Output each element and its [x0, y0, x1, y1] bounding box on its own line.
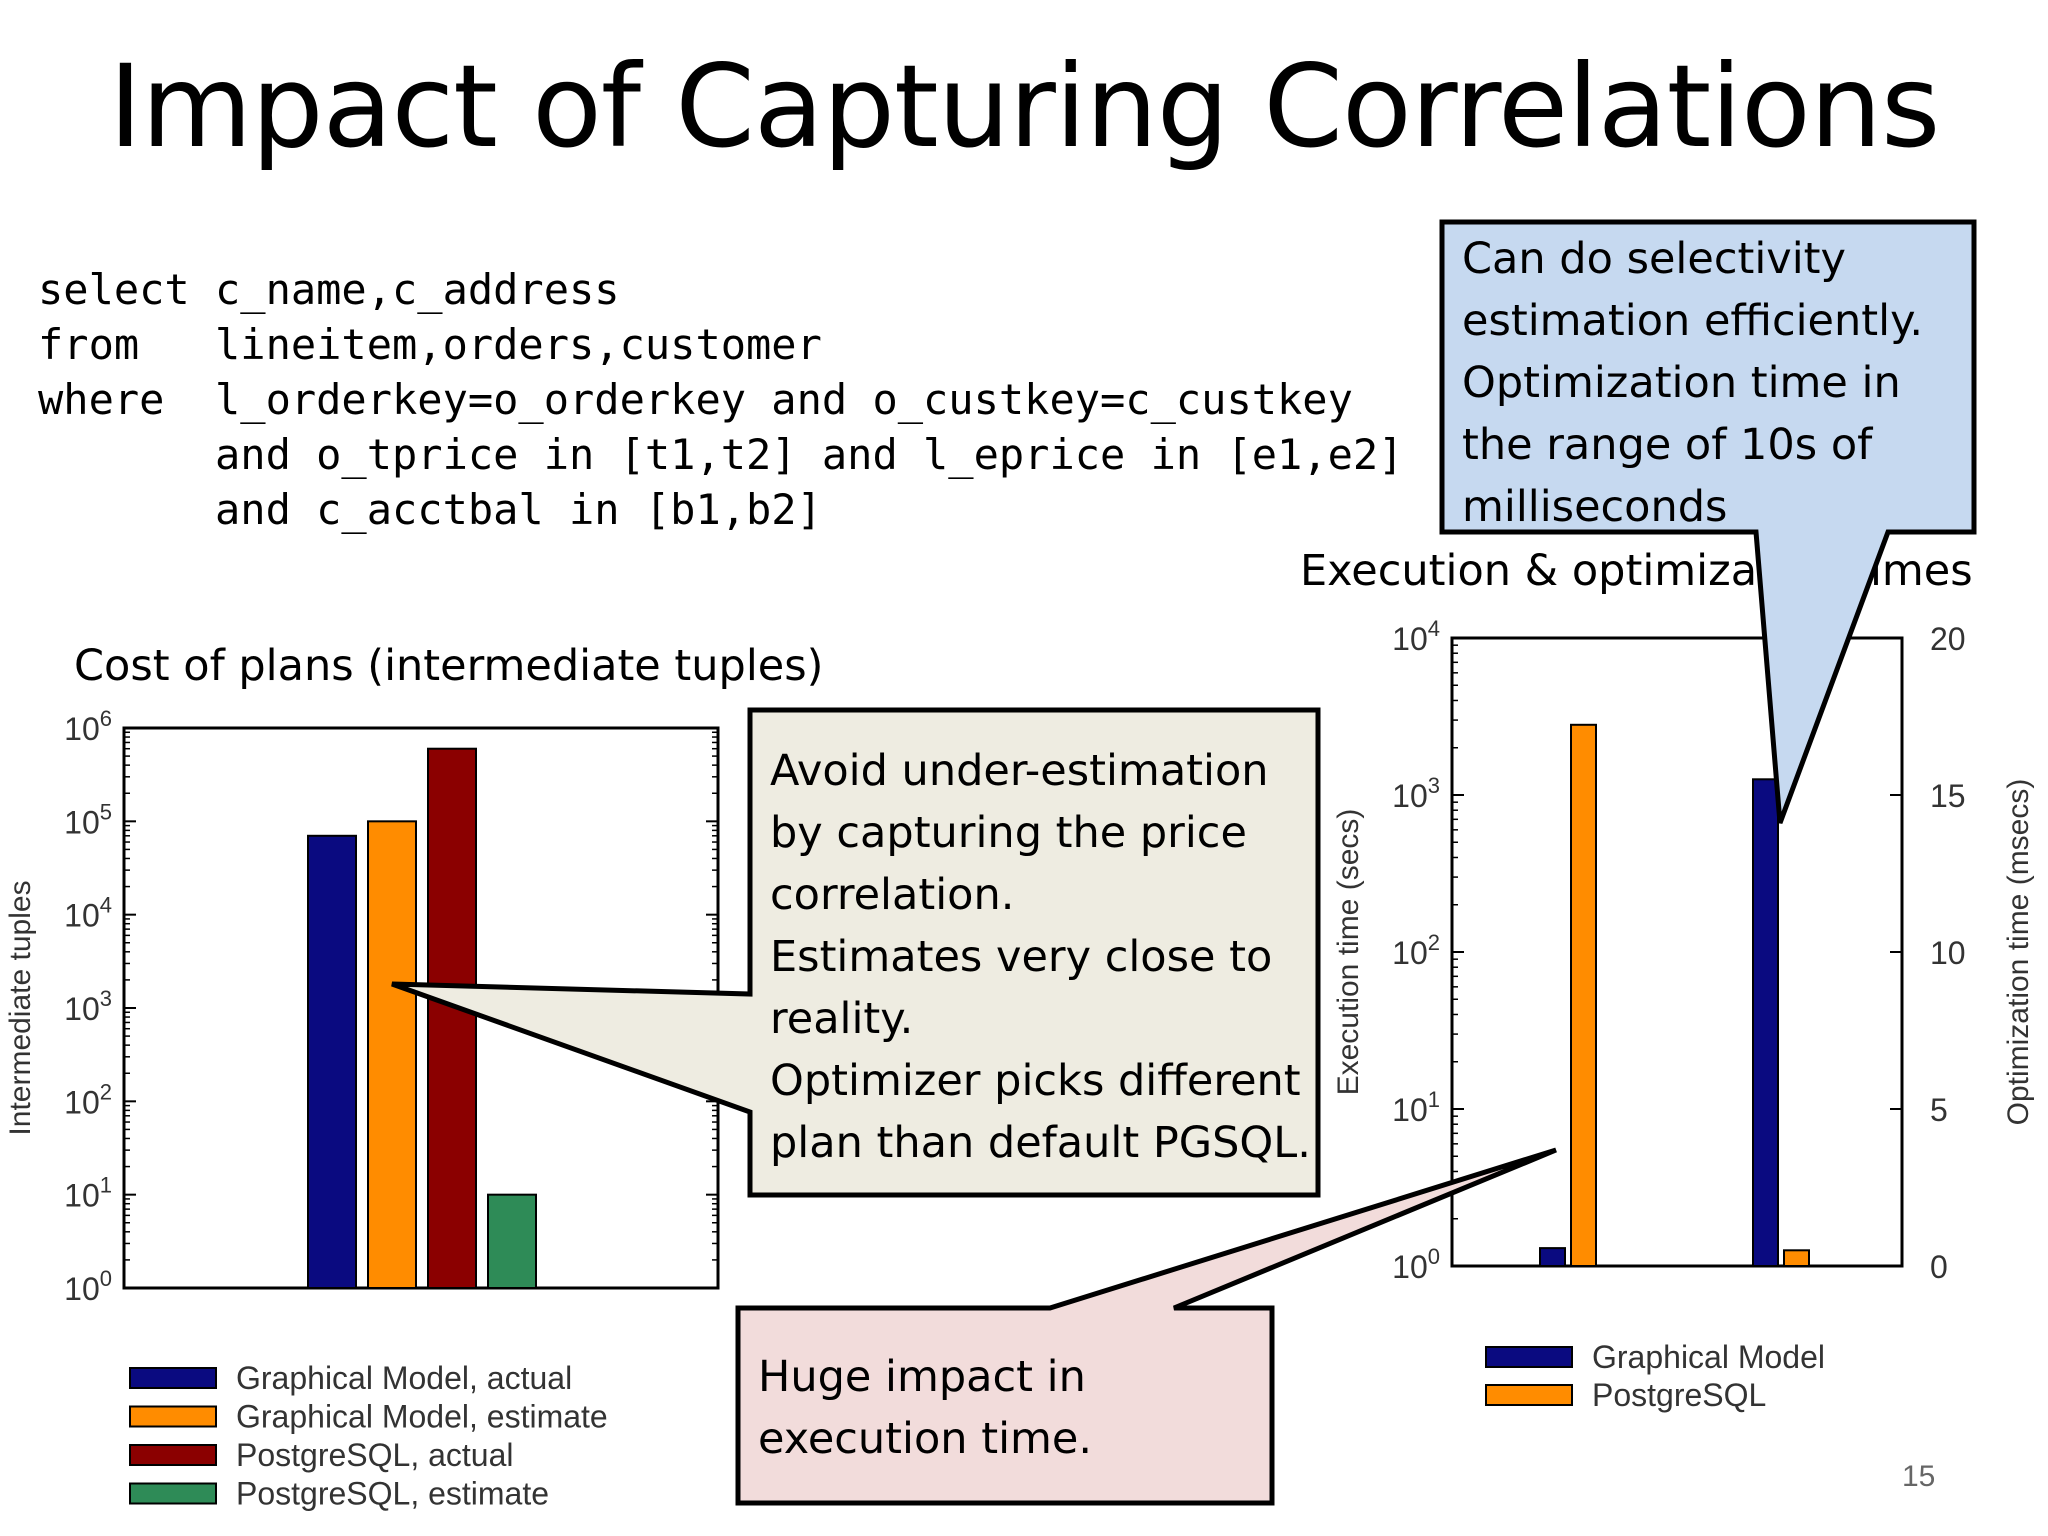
- callout-price-shape: [391, 707, 1321, 1198]
- cost-bar: [307, 834, 357, 1289]
- exec-bar: [1539, 1247, 1566, 1267]
- callout-line: Optimizer picks different: [770, 1056, 1301, 1106]
- exec-bars: [1539, 723, 1810, 1268]
- cost-bar: [367, 820, 417, 1289]
- exec-left-axis-label: Execution time (secs): [1332, 809, 1365, 1096]
- cost-y-tick-label: 106: [64, 706, 112, 747]
- cost-bars: [307, 747, 537, 1289]
- callout-execution-impact: Huge impact in execution time.: [758, 1346, 1092, 1470]
- callout-line: the range of 10s of: [1462, 420, 1873, 470]
- callout-line: Avoid under-estimation: [770, 746, 1269, 796]
- exec-bar: [1783, 1249, 1810, 1268]
- callout-line: Estimates very close to: [770, 932, 1273, 982]
- legend-swatch: [129, 1367, 217, 1389]
- cost-y-tick-label: 103: [64, 986, 112, 1027]
- exec-left-tick-label: 102: [1392, 930, 1440, 971]
- exec-plot-area: [1450, 636, 1904, 1268]
- exec-right-tick-label: 0: [1930, 1249, 1948, 1285]
- exec-right-axis-label: Optimization time (msecs): [2002, 779, 2035, 1126]
- callout-line: Can do selectivity: [1462, 234, 1846, 284]
- legend-swatch: [1485, 1384, 1573, 1406]
- exec-ticks: 100 101 102 103 104 0 5 10 15 20: [1392, 616, 1965, 1285]
- sql-line: from lineitem,orders,customer: [38, 320, 822, 369]
- sql-line: and c_acctbal in [b1,b2]: [38, 485, 822, 534]
- callout-impact-shape: [735, 1147, 1557, 1506]
- callout-line: execution time.: [758, 1414, 1093, 1464]
- callout-price-correlation: Avoid under-estimation by capturing the …: [770, 740, 1311, 1174]
- cost-y-axis-label: Intermediate tuples: [4, 880, 37, 1135]
- cost-chart-title: Cost of plans (intermediate tuples): [74, 641, 824, 691]
- callout-line: correlation.: [770, 870, 1015, 920]
- slide-title: Impact of Capturing Correlations: [108, 40, 1941, 173]
- legend-label: Graphical Model: [1592, 1339, 1825, 1375]
- cost-bar: [427, 747, 477, 1289]
- legend-swatch: [129, 1444, 217, 1466]
- legend-swatch: [129, 1482, 217, 1505]
- legend-label: Graphical Model, actual: [236, 1360, 572, 1396]
- legend-label: PostgreSQL, estimate: [236, 1476, 549, 1512]
- exec-right-tick-label: 5: [1930, 1092, 1948, 1128]
- callout-line: Optimization time in: [1462, 358, 1901, 408]
- callout-selectivity-shape: [1439, 219, 1977, 824]
- legend-label: PostgreSQL, actual: [236, 1437, 513, 1473]
- cost-y-tick-label: 102: [64, 1079, 112, 1120]
- exec-right-tick-label: 20: [1930, 621, 1966, 657]
- sql-line: where l_orderkey=o_orderkey and o_custke…: [38, 375, 1353, 424]
- sql-line: and o_tprice in [t1,t2] and l_eprice in …: [38, 430, 1404, 479]
- legend-label: PostgreSQL: [1592, 1377, 1766, 1413]
- exec-right-tick-label: 10: [1930, 935, 1966, 971]
- exec-bar: [1570, 723, 1597, 1267]
- page-number: 15: [1902, 1460, 1936, 1493]
- callout-line: estimation efficiently.: [1462, 296, 1924, 346]
- legend-swatch: [1485, 1346, 1573, 1368]
- exec-left-tick-label: 101: [1392, 1087, 1440, 1128]
- cost-y-tick-label: 105: [64, 799, 112, 840]
- exec-left-tick-label: 104: [1392, 616, 1440, 657]
- cost-y-tick-label: 104: [64, 893, 112, 934]
- exec-bar: [1752, 778, 1779, 1267]
- cost-bar: [487, 1193, 537, 1289]
- exec-left-tick-label: 100: [1392, 1244, 1440, 1285]
- callout-line: milliseconds: [1462, 482, 1728, 532]
- callout-line: Huge impact in: [758, 1352, 1086, 1402]
- cost-y-tick-label: 100: [64, 1266, 112, 1307]
- callout-line: plan than default PGSQL.: [770, 1118, 1311, 1168]
- callout-selectivity: Can do selectivity estimation efficientl…: [1462, 228, 1923, 538]
- callout-line: reality.: [770, 994, 914, 1044]
- exec-right-tick-label: 15: [1930, 778, 1966, 814]
- exec-left-tick-label: 103: [1392, 773, 1440, 814]
- legend-label: Graphical Model, estimate: [236, 1399, 608, 1435]
- sql-line: select c_name,c_address: [38, 265, 620, 314]
- sql-query: select c_name,c_address from lineitem,or…: [38, 262, 1403, 537]
- callout-line: by capturing the price: [770, 808, 1247, 858]
- legend-swatch: [129, 1405, 217, 1428]
- cost-y-tick-label: 101: [64, 1173, 112, 1214]
